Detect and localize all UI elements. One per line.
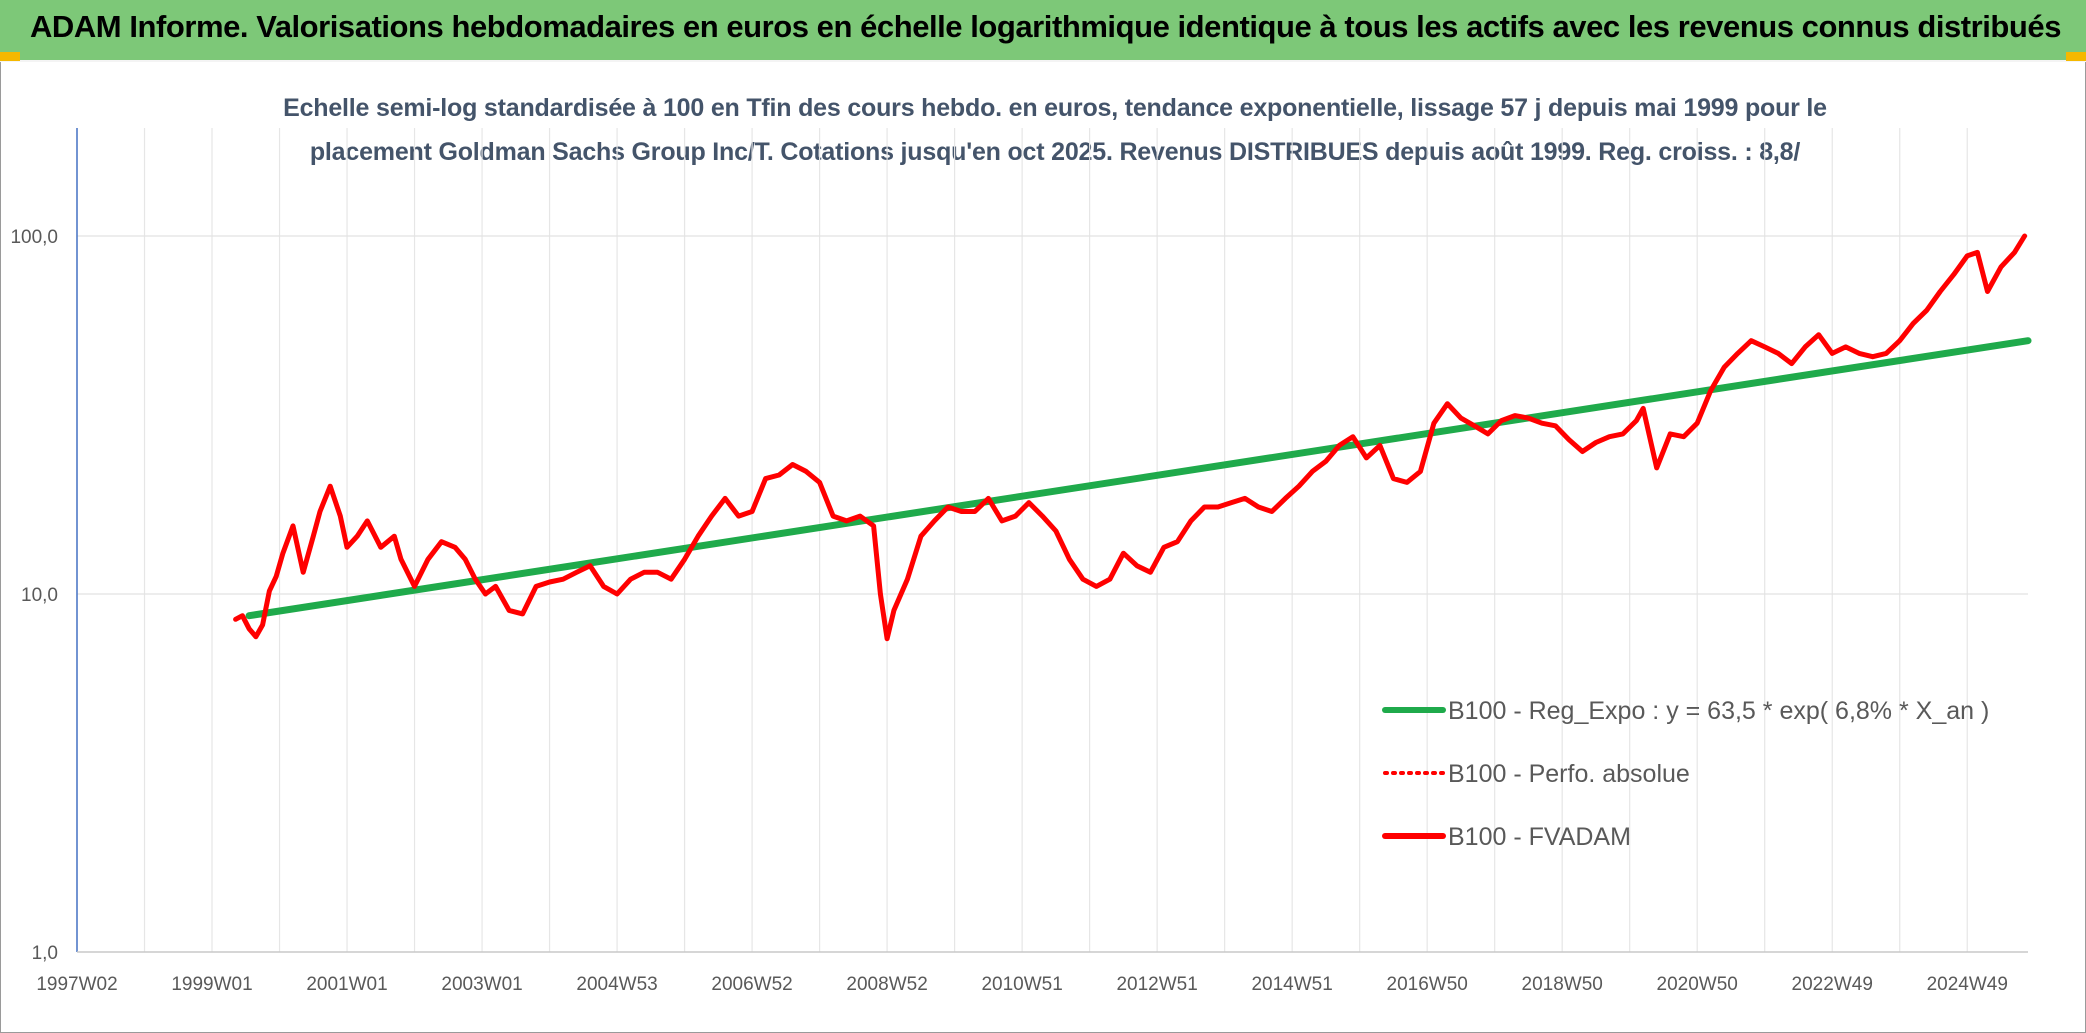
grid [76, 128, 2028, 952]
series-line-2 [233, 233, 2028, 642]
chart-title-line-1: Echelle semi-log standardisée à 100 en T… [283, 94, 1827, 122]
y-tick-labels: 1,0 10,0 100,0 [10, 227, 58, 964]
x-tick-label: 2018W50 [1522, 974, 1603, 995]
corner-marker-right [2066, 52, 2086, 61]
x-tick-label: 2014W51 [1251, 974, 1332, 995]
plot-series [233, 233, 2032, 642]
chart-title: Echelle semi-log standardisée à 100 en T… [270, 86, 1840, 174]
x-tick-label: 2010W51 [981, 974, 1062, 995]
series-line-0 [245, 337, 2032, 620]
y-tick-label: 1,0 [32, 943, 58, 964]
x-tick-label: 2003W01 [441, 974, 522, 995]
x-tick-label: 1999W01 [171, 974, 252, 995]
corner-marker-left [0, 52, 20, 61]
legend-label-2: B100 - FVADAM [1448, 823, 1631, 851]
x-tick-label: 2024W49 [1927, 974, 2008, 995]
y-tick-label: 100,0 [10, 227, 58, 248]
legend-label-1: B100 - Perfo. absolue [1448, 760, 1690, 788]
chart-title-line-2: placement Goldman Sachs Group Inc/T. Cot… [309, 138, 1801, 166]
x-tick-label: 2022W49 [1792, 974, 1873, 995]
header-banner: ADAM Informe. Valorisations hebdomadaire… [0, 0, 2086, 62]
x-tick-label: 1997W02 [36, 974, 117, 995]
x-tick-label: 2004W53 [576, 974, 657, 995]
page-title: ADAM Informe. Valorisations hebdomadaire… [30, 9, 2061, 44]
x-tick-label: 2008W52 [846, 974, 927, 995]
y-tick-label: 10,0 [21, 585, 58, 606]
legend-label-0: B100 - Reg_Expo : y = 63,5 * exp( 6,8% *… [1448, 697, 1989, 725]
x-tick-label: 2020W50 [1657, 974, 1738, 995]
x-tick-labels: 1997W02 1999W01 2001W01 2003W01 2004W53 2006W… [36, 974, 2008, 995]
x-tick-label: 2016W50 [1387, 974, 1468, 995]
legend: B100 - Reg_Expo : y = 63,5 * exp( 6,8% *… [1382, 697, 1989, 851]
x-tick-label: 2012W51 [1116, 974, 1197, 995]
x-tick-label: 2001W01 [306, 974, 387, 995]
x-tick-label: 2006W52 [711, 974, 792, 995]
